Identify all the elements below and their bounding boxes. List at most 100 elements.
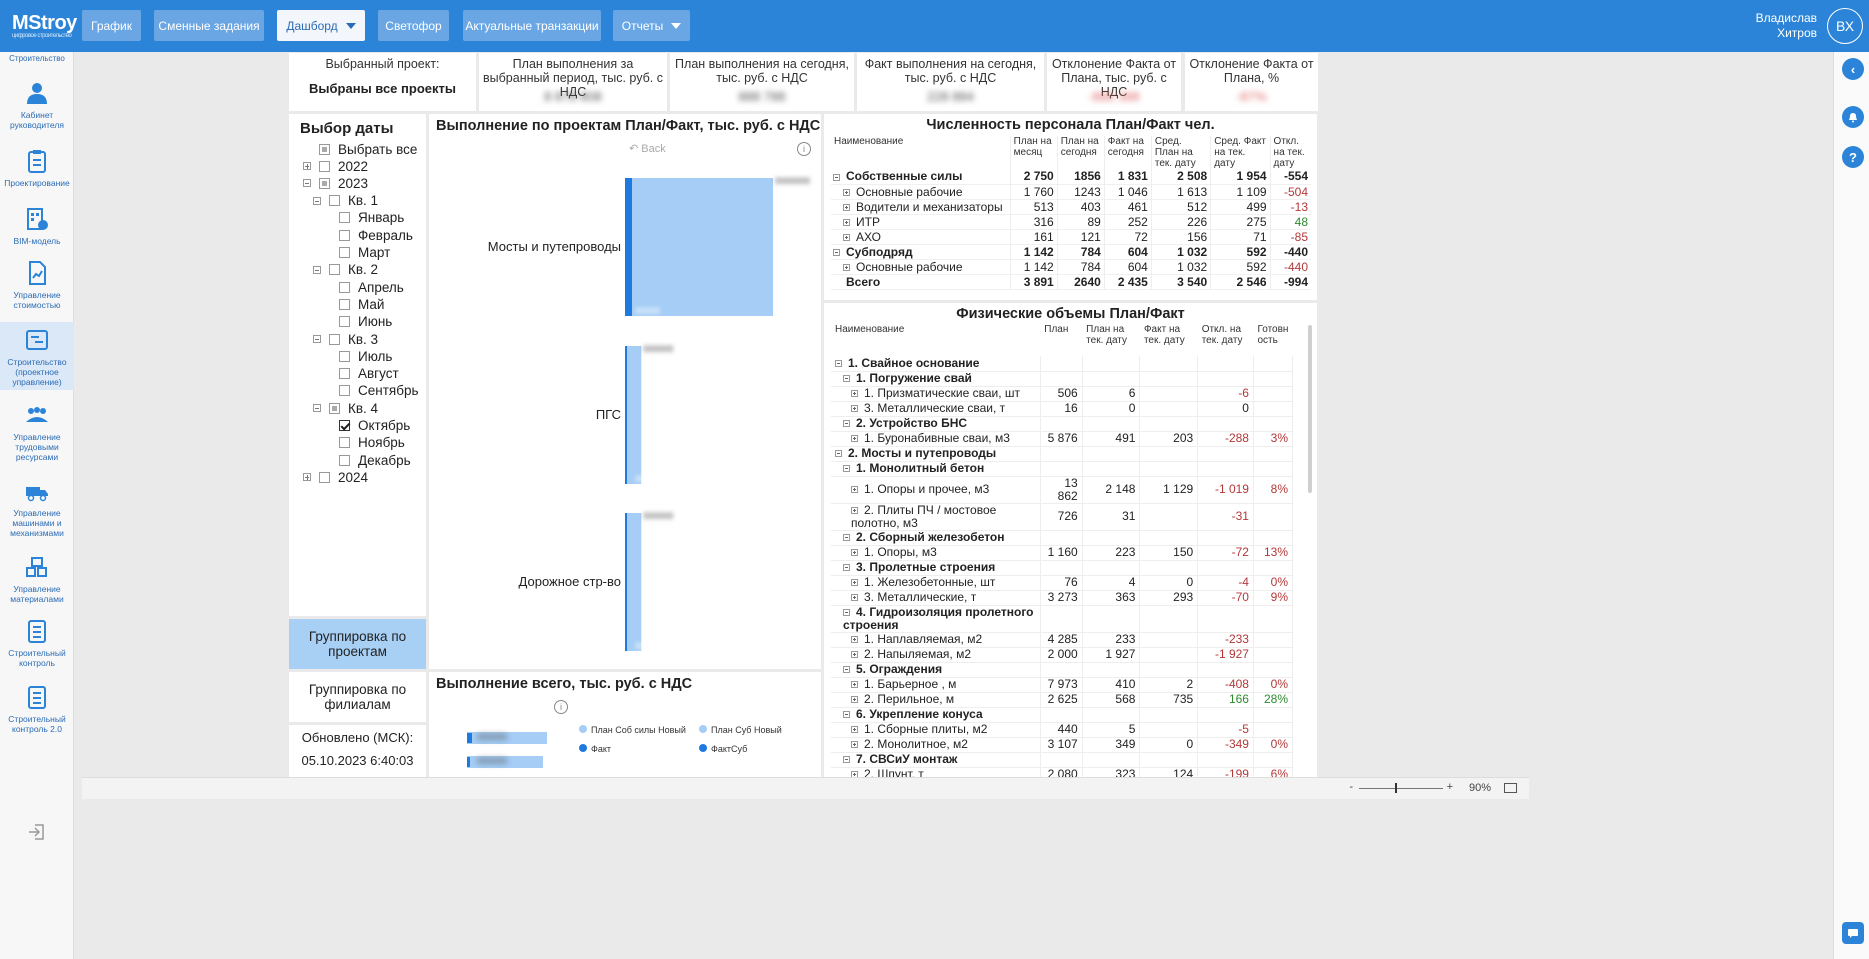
collapse-icon[interactable] xyxy=(843,420,850,428)
table-row[interactable]: 1. Призматические сваи, шт 506 6 -6 xyxy=(831,386,1294,402)
zoom-slider-handle[interactable] xyxy=(1395,783,1397,793)
sidebar-item-kabinet[interactable]: Кабинет руководителя xyxy=(0,80,74,132)
table-row[interactable]: 2. Мосты и путепроводы xyxy=(831,446,1294,462)
collapse-icon[interactable] xyxy=(313,335,321,343)
zoom-out-button[interactable]: - xyxy=(1349,781,1353,793)
checkbox[interactable] xyxy=(339,247,350,258)
table-row[interactable]: 3. Металлические сваи, т 16 0 0 xyxy=(831,401,1294,417)
date-tree-row[interactable]: 2024 xyxy=(303,468,368,486)
sidebar-item-trud[interactable]: Управление трудовыми ресурсами xyxy=(0,402,74,464)
table-row[interactable]: 1. Железобетонные, шт 76 4 0 -4 0% xyxy=(831,575,1294,591)
avatar[interactable]: ВХ xyxy=(1827,8,1863,44)
fact-bar[interactable] xyxy=(625,346,627,484)
expand-icon[interactable] xyxy=(843,218,850,226)
plan-bar[interactable] xyxy=(625,178,773,316)
expand-icon[interactable] xyxy=(851,435,858,443)
checkbox[interactable] xyxy=(339,229,350,241)
checkbox[interactable] xyxy=(319,143,330,155)
sidebar-item-stroitelstvo[interactable]: Строительство (проектное управление) xyxy=(0,322,74,390)
bell-icon[interactable] xyxy=(1842,106,1864,128)
nav-dashboard[interactable]: Дашборд xyxy=(277,10,365,41)
nav-aktualnye-tranzakcii[interactable]: Актуальные транзакции xyxy=(463,10,601,41)
zoom-in-button[interactable]: + xyxy=(1446,781,1453,793)
legend-item[interactable]: План Суб Новый xyxy=(699,725,782,735)
checkbox[interactable] xyxy=(339,281,350,293)
group-by-projects-button[interactable]: Группировка по проектам xyxy=(289,619,426,669)
table-row[interactable]: 1. Опоры, м3 1 160 223 150 -72 13% xyxy=(831,545,1294,561)
collapse-icon[interactable] xyxy=(843,666,850,674)
table-row[interactable]: 1. Наплавляемая, м2 4 285 233 -233 xyxy=(831,632,1294,648)
table-row[interactable]: 5. Ограждения xyxy=(831,662,1294,678)
sidebar-section-title[interactable]: Строительство xyxy=(9,54,65,63)
date-tree-row[interactable]: Февраль xyxy=(339,226,413,244)
table-row[interactable]: 1. Погружение свай xyxy=(831,371,1294,387)
checkbox[interactable] xyxy=(329,333,340,345)
plan-bar[interactable] xyxy=(625,346,642,484)
nav-smennye-zadaniya[interactable]: Сменные задания xyxy=(154,10,264,41)
legend-item[interactable]: Факт xyxy=(579,744,611,754)
expand-icon[interactable] xyxy=(851,549,858,557)
info-icon[interactable]: i xyxy=(554,700,568,714)
checkbox[interactable] xyxy=(339,437,350,449)
date-tree-row[interactable]: Ноябрь xyxy=(339,434,405,452)
help-icon[interactable]: ? xyxy=(1842,146,1864,168)
expand-icon[interactable] xyxy=(851,579,858,587)
expand-icon[interactable] xyxy=(851,506,858,514)
table-row[interactable]: 2. Напыляемая, м2 2 000 1 927 -1 927 xyxy=(831,647,1294,663)
table-row[interactable]: 6. Укрепление конуса xyxy=(831,707,1294,723)
date-tree-row[interactable]: Кв. 2 xyxy=(313,261,378,279)
collapse-icon[interactable] xyxy=(313,196,321,205)
plan-bar[interactable] xyxy=(625,513,642,651)
date-tree-row[interactable]: Кв. 3 xyxy=(313,330,378,348)
logout-icon[interactable] xyxy=(27,822,47,842)
table-row[interactable]: 1. Монолитный бетон xyxy=(831,461,1294,477)
table-row[interactable]: 3. Пролетные строения xyxy=(831,560,1294,576)
column-header[interactable]: Сред. План на тек. дату xyxy=(1150,136,1211,169)
date-tree-row[interactable]: Апрель xyxy=(339,278,404,296)
column-header[interactable]: Откл. на тек. дату xyxy=(1269,136,1311,169)
column-header[interactable]: План xyxy=(1044,324,1069,335)
column-header[interactable]: Факт на тек. дату xyxy=(1143,324,1185,346)
back-button[interactable]: ↶ Back xyxy=(629,143,666,155)
table-row[interactable]: 1. Сборные плиты, м2 440 5 -5 xyxy=(831,722,1294,738)
date-tree-row[interactable]: Январь xyxy=(339,209,404,227)
column-header[interactable]: Факт на сегодня xyxy=(1103,136,1152,169)
expand-icon[interactable] xyxy=(851,696,858,704)
user-name[interactable]: Владислав Хитров xyxy=(1755,11,1817,40)
date-tree-row[interactable]: 2023 xyxy=(303,174,368,192)
date-tree-row[interactable]: Кв. 1 xyxy=(313,192,378,210)
collapse-icon[interactable] xyxy=(833,248,840,256)
table-row[interactable]: Собственные силы 2 750 1856 1 831 2 508 1 954… xyxy=(831,169,1311,184)
expand-icon[interactable] xyxy=(851,741,858,749)
group-by-branches-button[interactable]: Группировка по филиалам xyxy=(289,672,426,722)
checkbox[interactable] xyxy=(339,385,350,397)
sidebar-item-kontrol-2[interactable]: Строительный контроль 2.0 xyxy=(0,684,74,736)
date-tree-row[interactable]: Кв. 4 xyxy=(313,399,378,417)
chat-icon[interactable] xyxy=(1842,922,1864,944)
date-tree-row[interactable]: Март xyxy=(339,244,390,262)
checkbox[interactable] xyxy=(339,212,350,224)
table-row[interactable]: Основные рабочие 1 760 1243 1 046 1 613 1 109… xyxy=(831,184,1311,199)
table-row[interactable]: 2. Плиты ПЧ / мостовое полотно, м3 726 31 -… xyxy=(831,503,1294,531)
table-row[interactable]: АХО 161 121 72 156 71 -85 xyxy=(831,229,1311,244)
collapse-icon[interactable] xyxy=(313,265,321,274)
checkbox[interactable] xyxy=(339,368,350,380)
table-row[interactable]: 1. Опоры и прочее, м3 13 862 2 148 1 129 -1 … xyxy=(831,476,1294,504)
checkbox[interactable] xyxy=(339,298,350,310)
expand-icon[interactable] xyxy=(843,203,850,211)
date-tree-row[interactable]: Сентябрь xyxy=(339,382,418,400)
expand-icon[interactable] xyxy=(851,651,858,659)
chevron-left-icon[interactable]: ‹ xyxy=(1842,58,1864,80)
column-header[interactable]: Сред. Факт на тек. дату xyxy=(1210,136,1271,169)
column-header[interactable]: Наименование xyxy=(834,136,904,147)
checkbox[interactable] xyxy=(319,160,330,172)
date-tree-row[interactable]: Август xyxy=(339,365,399,383)
collapse-icon[interactable] xyxy=(303,179,311,188)
fact-bar[interactable] xyxy=(625,178,632,316)
checkbox[interactable] xyxy=(339,420,350,431)
date-tree-row[interactable]: Июль xyxy=(339,347,392,365)
collapse-icon[interactable] xyxy=(313,404,321,413)
